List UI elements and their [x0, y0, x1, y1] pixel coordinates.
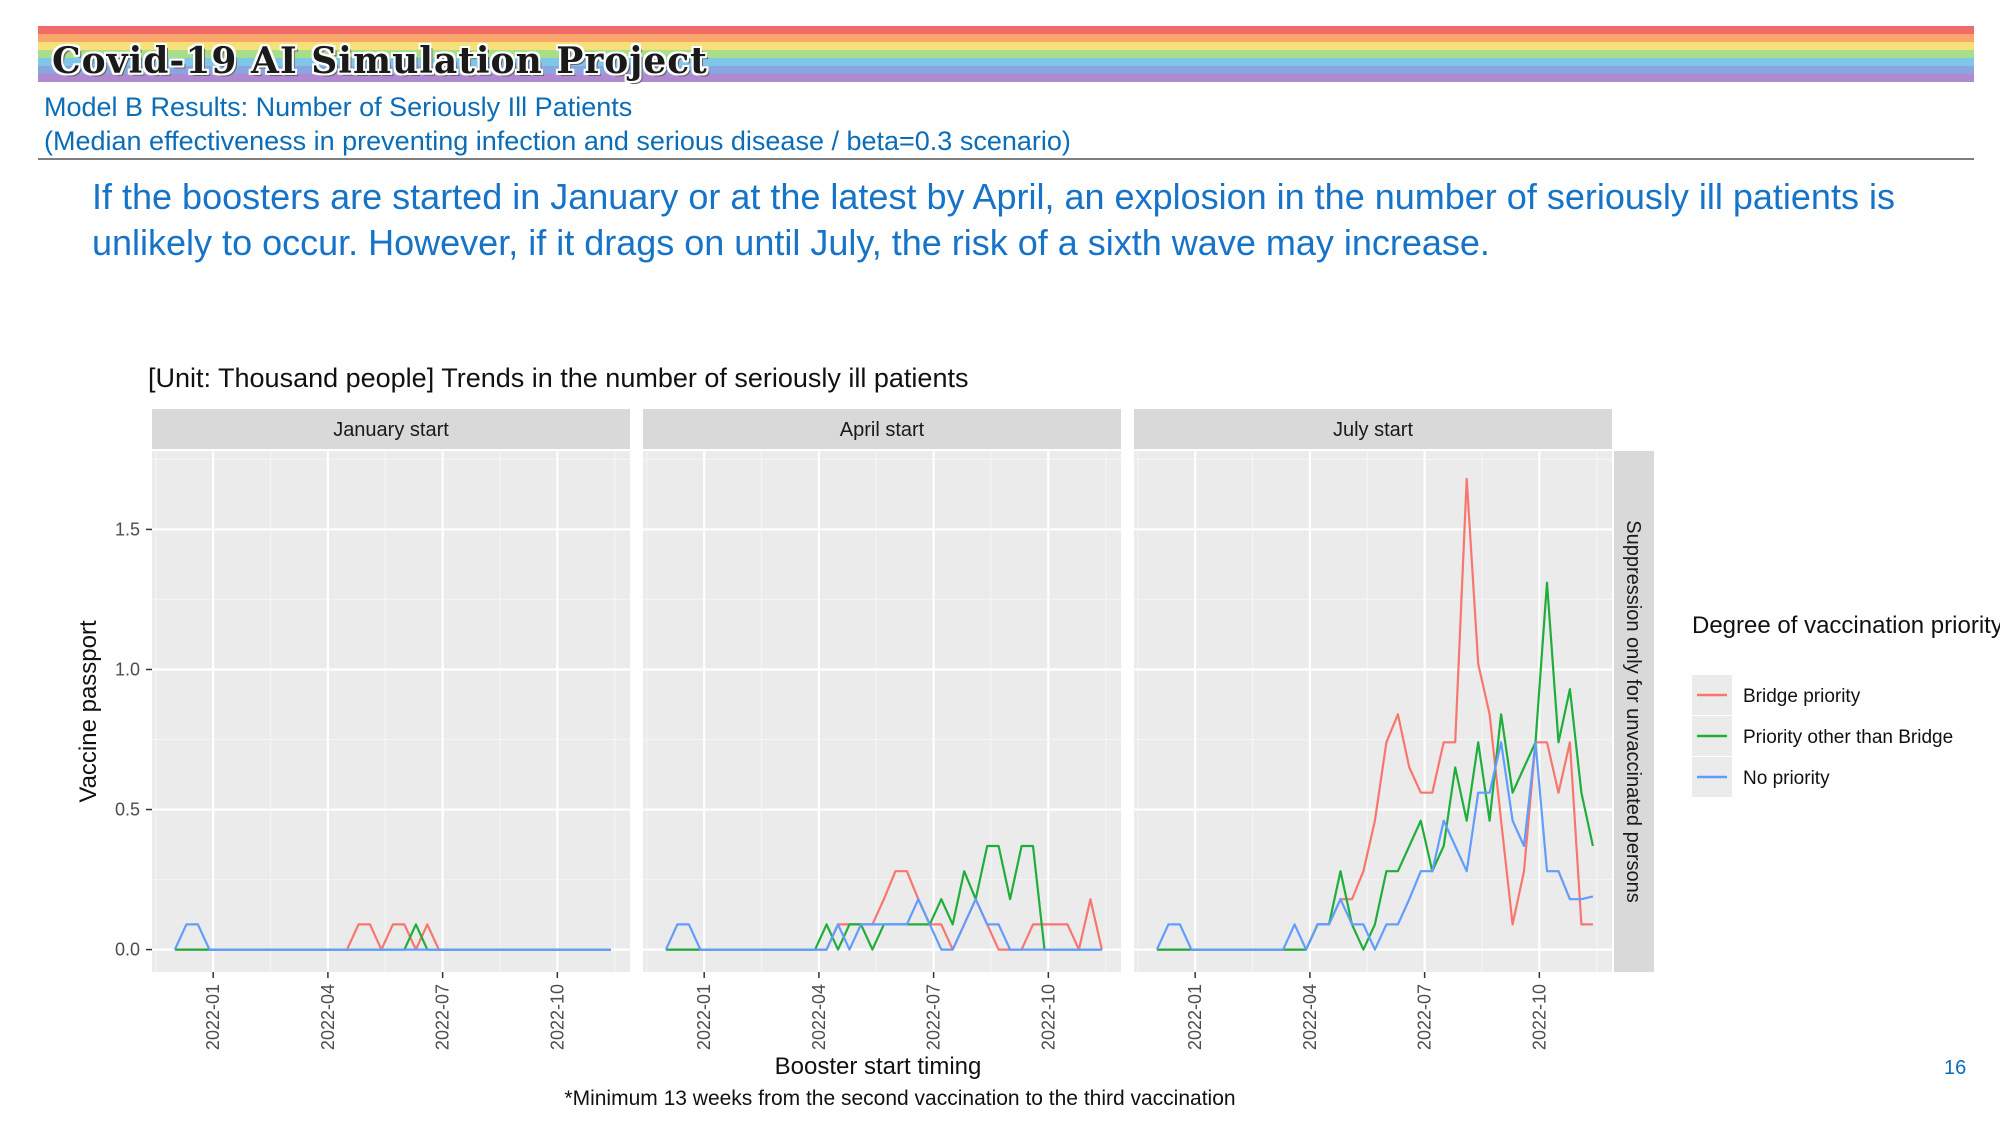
facet-strip-label: April start: [840, 419, 925, 441]
series-line: [1155, 741, 1594, 951]
y-tick-label: 0.0: [115, 940, 140, 960]
series-line: [664, 898, 1102, 951]
slide-subtitle-scenario: (Median effectiveness in preventing infe…: [44, 126, 1071, 156]
y-tick-label: 0.5: [115, 800, 140, 820]
x-tick-label: 2022-07: [924, 984, 944, 1050]
x-tick-label: 2022-04: [318, 984, 338, 1050]
panel-background: [643, 451, 1121, 972]
project-title: Covid-19 AI Simulation Project: [52, 40, 708, 82]
page-number: 16: [1944, 1057, 1967, 1079]
header-divider: [38, 158, 1974, 160]
y-axis-title: Vaccine passport: [75, 620, 102, 803]
facet-strip-bg: [152, 409, 630, 449]
facet-strip-label: January start: [333, 419, 449, 441]
x-tick-label: 2022-01: [203, 984, 223, 1050]
row-strip-bg: [1614, 451, 1654, 972]
slide-subtitle: Model B Results: Number of Seriously Ill…: [44, 92, 633, 122]
x-tick-label: 2022-10: [1529, 984, 1549, 1050]
series-line: [173, 923, 611, 951]
y-tick-label: 1.0: [115, 659, 140, 679]
x-tick-label: 2022-10: [547, 984, 567, 1050]
legend-label: Priority other than Bridge: [1743, 727, 1953, 748]
x-tick-label: 2022-04: [1300, 984, 1320, 1050]
legend-title: Degree of vaccination priority: [1692, 612, 2000, 639]
x-tick-label: 2022-04: [809, 984, 829, 1050]
y-tick-label: 1.5: [115, 519, 140, 539]
panel-background: [1134, 451, 1612, 972]
x-tick-label: 2022-10: [1038, 984, 1058, 1050]
rainbow-banner: [38, 26, 1974, 90]
chart-title: [Unit: Thousand people] Trends in the nu…: [148, 363, 969, 393]
row-strip-label: Suppression only for unvaccinated person…: [1622, 520, 1644, 902]
facet-strip-bg: [643, 409, 1121, 449]
x-tick-label: 2022-01: [1185, 984, 1205, 1050]
x-axis-title: Booster start timing: [775, 1053, 982, 1080]
footnote: *Minimum 13 weeks from the second vaccin…: [564, 1087, 1236, 1110]
panel-background: [152, 451, 630, 972]
facet-strip-bg: [1134, 409, 1612, 449]
facet-strip-label: July start: [1333, 419, 1413, 441]
x-tick-label: 2022-01: [694, 984, 714, 1050]
legend-label: No priority: [1743, 768, 1830, 789]
key-message: If the boosters are started in January o…: [92, 176, 1895, 263]
x-tick-label: 2022-07: [433, 984, 453, 1050]
x-tick-label: 2022-07: [1415, 984, 1435, 1050]
legend-label: Bridge priority: [1743, 686, 1861, 707]
